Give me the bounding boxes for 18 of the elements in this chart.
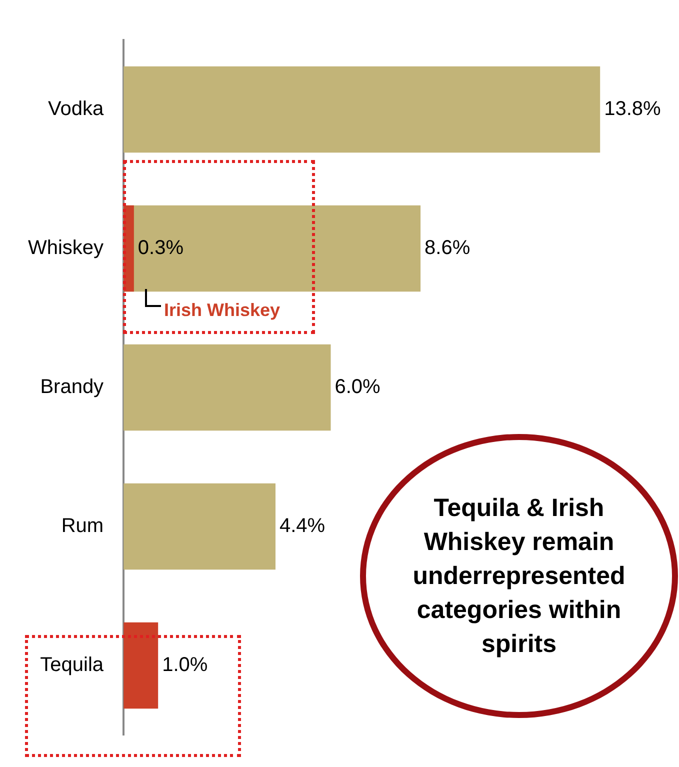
bar (124, 483, 276, 570)
data-label: 13.8% (604, 98, 662, 120)
bar (124, 66, 600, 153)
y-tick-label: Vodka (48, 98, 104, 120)
data-label: 4.4% (280, 515, 326, 538)
bar (124, 344, 331, 431)
data-label: 6.0% (334, 376, 381, 398)
y-tick-label: Whiskey (28, 237, 104, 260)
annotation: Irish Whiskey (164, 300, 280, 321)
annotation: Tequila & Irish Whiskey remain underrepresented categories within spirits (412, 493, 626, 660)
data-label: 0.3% (138, 237, 184, 260)
y-tick-label: Tequila (40, 654, 104, 676)
data-label: 8.6% (424, 237, 470, 260)
data-label: 1.0% (162, 654, 208, 676)
bar (124, 622, 158, 709)
y-tick-label: Brandy (40, 376, 104, 398)
y-tick-label: Rum (61, 515, 104, 538)
ellipse-outline: Tequila & Irish Whiskey remain underrepresented categories within spirits (360, 434, 678, 718)
